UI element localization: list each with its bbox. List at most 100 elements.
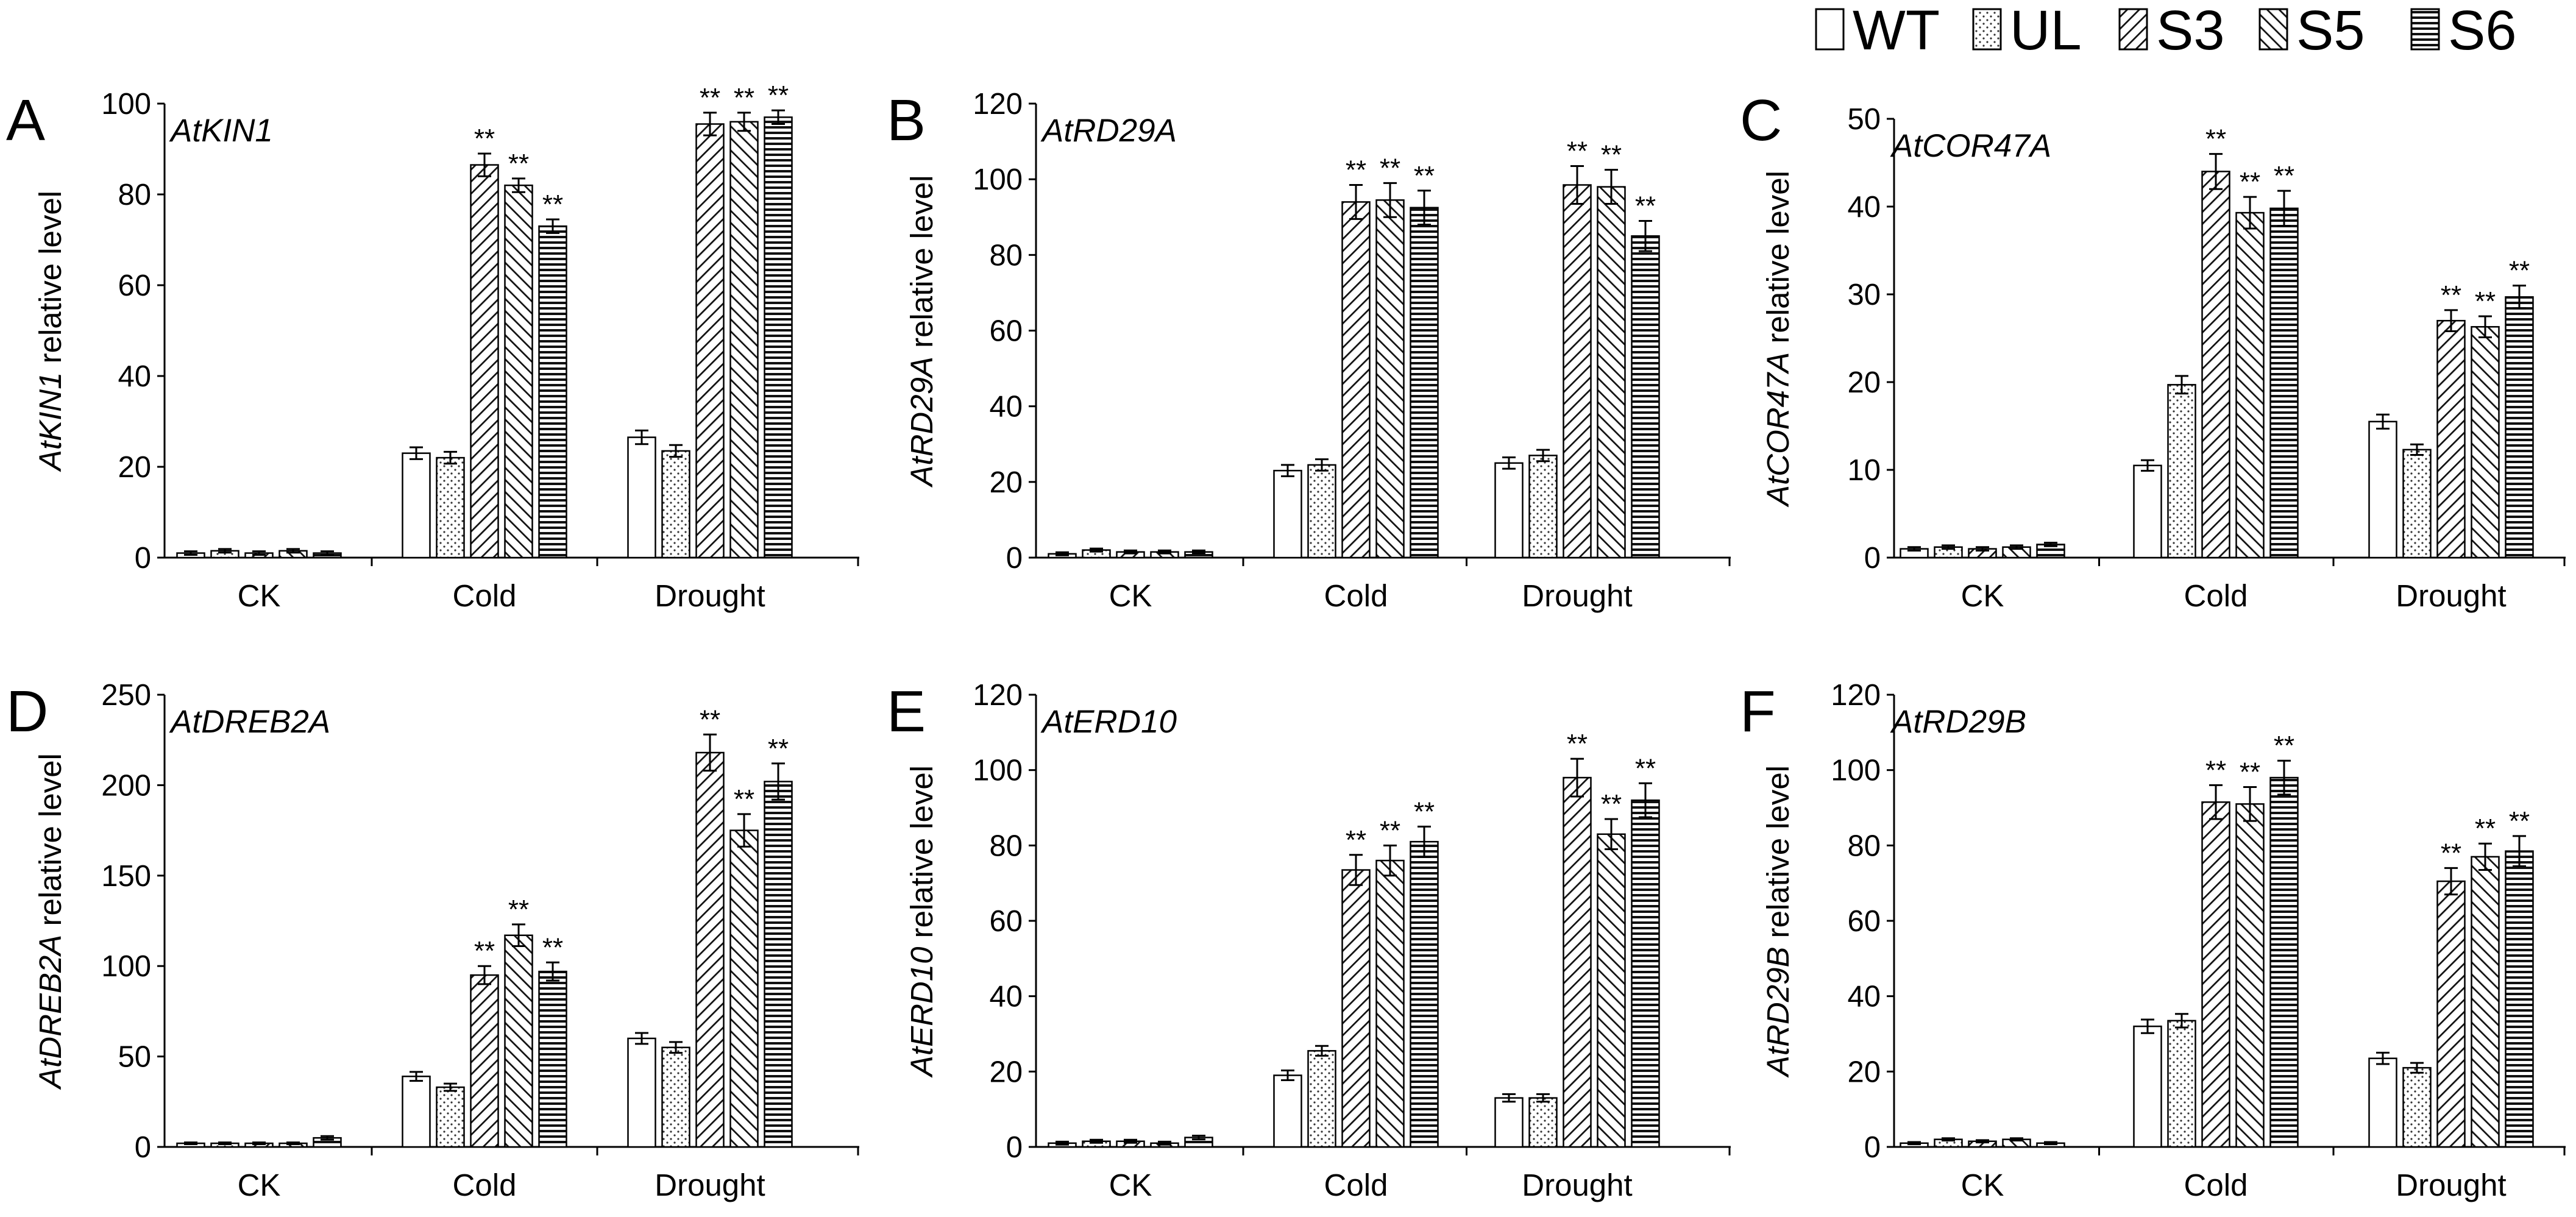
category-label-cold: Cold	[2184, 1168, 2248, 1202]
y-axis-label-gene: AtRD29A	[904, 357, 939, 488]
bar-ul-drought	[1528, 455, 1558, 559]
y-tick-label: 150	[101, 860, 151, 893]
category-label-ck: CK	[238, 578, 281, 613]
y-tick-label: 100	[101, 88, 151, 121]
y-tick-label: 20	[1847, 366, 1881, 399]
bar-wt-drought	[627, 1037, 656, 1148]
bar-ul-cold	[2167, 384, 2196, 559]
category-label-ck: CK	[1109, 578, 1152, 613]
legend-label-ul: UL	[2010, 0, 2082, 62]
bar-s6-cold	[1410, 207, 1439, 559]
significance-label: **	[1567, 729, 1588, 759]
significance-label: **	[2240, 167, 2260, 197]
panel-letter: A	[6, 88, 45, 153]
significance-label: **	[474, 124, 495, 154]
y-tick-label: 10	[1847, 454, 1881, 487]
bar-wt-cold	[1273, 1074, 1302, 1148]
y-tick-label: 0	[1864, 1131, 1881, 1164]
legend: WT UL S3 S5 S6	[1815, 0, 2517, 62]
gene-title: AtRD29A	[1040, 113, 1177, 149]
bar-s6-cold	[2269, 776, 2299, 1148]
significance-label: **	[768, 734, 789, 764]
significance-label: **	[2475, 814, 2496, 843]
bar-wt-drought	[2368, 1057, 2397, 1148]
bar-s3-drought	[2436, 880, 2466, 1148]
panel-letter: B	[887, 88, 926, 153]
y-axis-label-gene: AtKIN1	[33, 372, 68, 473]
bar-s6-cold	[2269, 207, 2299, 559]
category-label-drought: Drought	[2396, 578, 2506, 613]
legend-swatch-s5	[2258, 8, 2288, 51]
significance-label: **	[1635, 191, 1656, 221]
legend-label-s6: S6	[2448, 0, 2517, 62]
significance-label: **	[508, 895, 529, 924]
y-tick-label: 80	[989, 239, 1023, 272]
y-tick-label: 100	[1831, 754, 1881, 787]
category-label-ck: CK	[1961, 578, 2004, 613]
significance-label: **	[1380, 815, 1400, 845]
y-tick-label: 40	[1847, 981, 1881, 1013]
significance-label: **	[1635, 753, 1656, 783]
y-tick-label: 80	[1847, 829, 1881, 862]
y-axis-label: AtERD10 relative level	[904, 765, 939, 1078]
bar-wt-cold	[2133, 1025, 2162, 1148]
y-tick-label: 0	[1006, 542, 1023, 575]
bar-s5-drought	[2471, 326, 2500, 559]
significance-label: **	[734, 784, 754, 814]
category-label-cold: Cold	[453, 1168, 517, 1202]
y-tick-label: 100	[973, 163, 1023, 196]
bar-s6-cold	[1410, 840, 1439, 1148]
bar-s3-cold	[1341, 201, 1371, 559]
legend-label-s5: S5	[2296, 0, 2365, 62]
significance-label: **	[1601, 140, 1622, 170]
bar-s5-drought	[1597, 833, 1626, 1148]
bar-s5-drought	[1597, 186, 1626, 559]
bar-s5-cold	[504, 934, 533, 1148]
y-axis-label: AtCOR47A relative level	[1761, 171, 1795, 508]
bar-s5-cold	[2235, 211, 2265, 559]
y-tick-label: 60	[1847, 905, 1881, 938]
significance-label: **	[542, 190, 563, 219]
category-label-cold: Cold	[1324, 1168, 1388, 1202]
y-tick-label: 40	[118, 360, 151, 393]
panel-letter: E	[887, 679, 926, 744]
y-tick-label: 40	[989, 391, 1023, 424]
significance-label: **	[1601, 789, 1622, 819]
y-axis-label: AtKIN1 relative level	[33, 191, 68, 472]
y-axis-label-gene: AtCOR47A	[1761, 352, 1795, 508]
bar-wt-drought	[627, 436, 656, 559]
y-tick-label: 80	[989, 829, 1023, 862]
category-label-ck: CK	[1961, 1168, 2004, 1202]
legend-swatch-wt	[1815, 8, 1845, 51]
panel-b: B AtRD29A 0 20 40 60 80 100 120 CK Cold Drought AtRD…	[887, 88, 1731, 613]
bar-s3-drought	[2436, 319, 2466, 559]
gene-title: AtERD10	[1040, 704, 1177, 740]
y-tick-label: 50	[1847, 103, 1881, 136]
bar-wt-drought	[1494, 1097, 1524, 1148]
gene-title: AtCOR47A	[1890, 128, 2051, 164]
y-tick-label: 60	[118, 269, 151, 302]
bar-ul-cold	[436, 1086, 465, 1148]
bar-s3-cold	[1341, 869, 1371, 1148]
y-tick-label: 120	[973, 679, 1023, 712]
bar-s3-drought	[1563, 184, 1592, 559]
significance-label: **	[2205, 124, 2226, 154]
y-axis-label-suffix: relative level	[904, 175, 939, 357]
bar-s6-drought	[764, 116, 793, 559]
significance-label: **	[1346, 825, 1366, 855]
significance-label: **	[542, 932, 563, 962]
y-axis-label-gene: AtERD10	[904, 947, 939, 1079]
y-tick-label: 80	[118, 179, 151, 211]
category-label-cold: Cold	[2184, 578, 2248, 613]
significance-label: **	[1567, 136, 1588, 166]
bar-s5-cold	[1375, 199, 1405, 559]
significance-label: **	[1380, 153, 1400, 183]
significance-label: **	[700, 704, 720, 734]
legend-label-s3: S3	[2156, 0, 2225, 62]
bar-s6-drought	[1631, 799, 1660, 1148]
y-tick-label: 30	[1847, 279, 1881, 311]
significance-label: **	[2441, 280, 2461, 310]
legend-swatch-ul	[1972, 8, 2002, 51]
panel-letter: F	[1740, 679, 1776, 744]
